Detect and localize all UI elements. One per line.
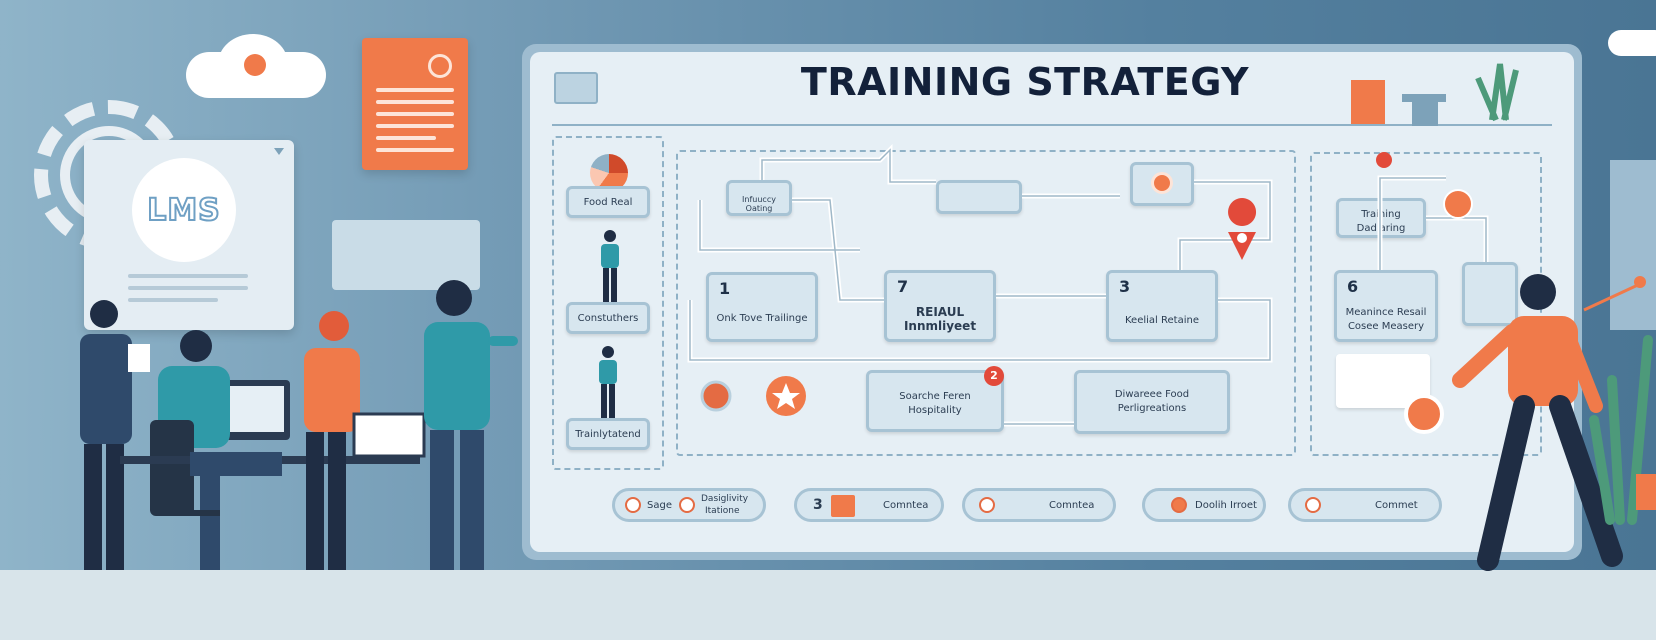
pill-icon [1171, 497, 1187, 513]
dropdown-arrow-icon [274, 148, 284, 155]
pill-3: Comntea [962, 488, 1116, 522]
pill-label: Comntea [883, 500, 929, 511]
left-card-label: Food Real [583, 197, 633, 208]
node-number: 1 [719, 279, 731, 298]
pill-label: Sage [647, 500, 672, 511]
mini-flow-panel [332, 220, 480, 290]
node-6: 6 Meanince Resail Cosee Measery [1334, 270, 1438, 342]
doc-line [376, 112, 454, 116]
node-diverse: Diwareee Food Perligreations [1074, 370, 1230, 434]
number-badge: 2 [984, 366, 1004, 386]
title-divider [552, 124, 1552, 126]
pill-label: Dasiglivity [701, 494, 749, 504]
node-3: 3 Keelial Retaine [1106, 270, 1218, 342]
doc-line [376, 136, 436, 140]
pill-5: Commet [1288, 488, 1442, 522]
chart-icon [831, 495, 855, 517]
node-label: Dadiaring [1356, 223, 1406, 234]
lms-panel: LMS [84, 140, 294, 330]
left-card-constuthers: Constuthers [566, 302, 650, 334]
node-label: Onk Tove Trailinge [716, 313, 808, 324]
pill-2: 3 Comntea [794, 488, 944, 522]
node-number: 3 [1119, 277, 1131, 296]
page-title: TRAINING STRATEGY [800, 60, 1250, 104]
pill-label: Comntea [1049, 500, 1095, 511]
left-card-label: Trainlytatend [575, 429, 641, 440]
node-label: Keelial Retaine [1125, 315, 1199, 326]
node-top-center [936, 180, 1022, 214]
cloud-right [1608, 30, 1656, 56]
node-label: REIAUL [915, 305, 965, 319]
node-right-card [1462, 262, 1518, 326]
pill-icon [679, 497, 695, 513]
node-label: Diwareee Food [1114, 389, 1190, 400]
center-region [676, 150, 1296, 456]
doc-line [376, 124, 454, 128]
pill-label: Commet [1375, 500, 1418, 511]
pill-label: Doolih Irroet [1195, 500, 1257, 511]
lms-text-line [128, 286, 248, 290]
node-label: Perligreations [1117, 403, 1187, 414]
left-region [552, 136, 664, 470]
document-card [362, 38, 468, 170]
target-icon [1151, 172, 1173, 194]
floor-strip [0, 570, 1656, 640]
node-label: Innmliyeet [903, 319, 977, 333]
node-label: Hospitality [908, 405, 962, 416]
pill-icon [979, 497, 995, 513]
node-label: Cosee Measery [1347, 321, 1425, 332]
left-card-trainlytatend: Trainlytatend [566, 418, 650, 450]
node-label: Infuuccy Oating [742, 195, 776, 213]
node-label: Soarche Feren [899, 391, 971, 402]
node-number: 7 [897, 277, 909, 296]
left-card-food-real: Food Real [566, 186, 650, 218]
sun-icon [244, 54, 266, 76]
pill-1: Sage Dasiglivity Itatione [612, 488, 766, 522]
node-infuuccy: Infuuccy Oating [726, 180, 792, 216]
checklist-card [1336, 354, 1430, 408]
node-search: Soarche Feren Hospitality [866, 370, 1004, 432]
lms-text-line [128, 298, 218, 302]
node-label: Training [1361, 209, 1401, 220]
node-label: Meanince Resail [1345, 307, 1427, 318]
node-training: Training Dadiaring [1336, 198, 1426, 238]
pill-icon [1305, 497, 1321, 513]
lms-label: LMS [146, 192, 221, 229]
chat-icon [554, 72, 598, 104]
pie-chart-icon [590, 154, 628, 192]
doc-line [376, 148, 454, 152]
doc-line [376, 88, 454, 92]
node-7: 7 REIAUL Innmliyeet [884, 270, 996, 342]
lms-text-line [128, 274, 248, 278]
left-card-label: Constuthers [577, 313, 639, 324]
pill-4: Doolih Irroet [1142, 488, 1266, 522]
node-number: 6 [1347, 277, 1359, 296]
target-icon [428, 54, 452, 78]
badge-number: 2 [990, 369, 998, 382]
pill-label: Itatione [705, 506, 740, 516]
pill-number: 3 [813, 497, 823, 513]
doc-line [376, 100, 454, 104]
pill-icon [625, 497, 641, 513]
node-1: 1 Onk Tove Trailinge [706, 272, 818, 342]
lms-badge: LMS [132, 158, 236, 262]
